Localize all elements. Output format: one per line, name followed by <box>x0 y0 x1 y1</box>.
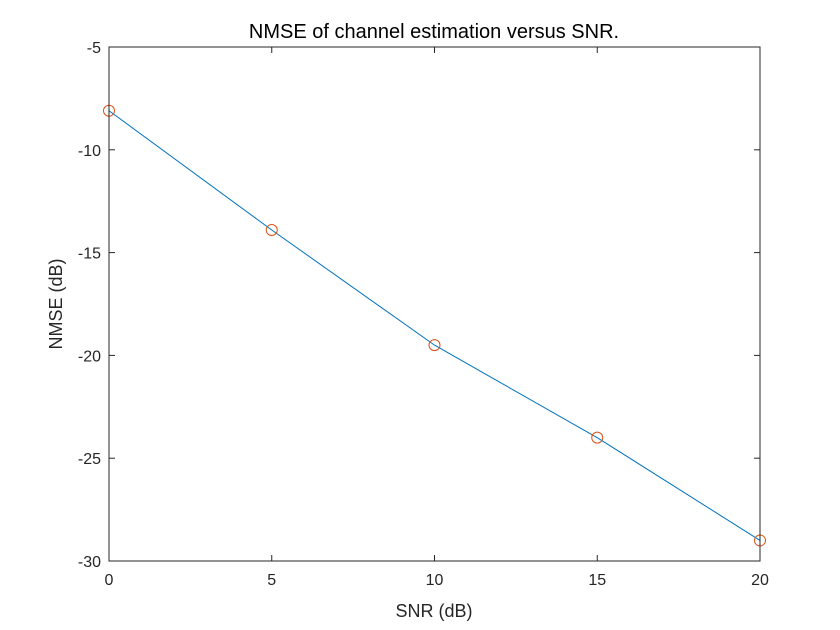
y-axis-label: NMSE (dB) <box>46 258 66 349</box>
data-point-marker <box>428 339 441 352</box>
series-line-1 <box>108 110 761 541</box>
x-tick-label: 20 <box>751 572 769 589</box>
x-tick-label: 5 <box>267 572 276 589</box>
y-tick-label: -20 <box>78 348 101 365</box>
data-point-marker <box>265 223 278 236</box>
x-tick-label: 0 <box>105 572 114 589</box>
chart-title: NMSE of channel estimation versus SNR. <box>249 21 619 43</box>
data-point-marker <box>591 431 604 444</box>
y-tick-label: -15 <box>78 246 101 263</box>
y-tick-label: -10 <box>78 143 101 160</box>
x-tick-label: 10 <box>426 572 444 589</box>
x-axis-label: SNR (dB) <box>395 601 472 621</box>
y-tick-label: -30 <box>78 554 101 571</box>
tick-layer: 0 5 10 15 20 -5 -10 -15 -20 -25 -30 <box>78 40 769 589</box>
y-tick-label: -25 <box>78 451 101 468</box>
y-tick-label: -5 <box>87 40 101 57</box>
x-tick-label: 15 <box>588 572 606 589</box>
plot-area <box>109 47 760 561</box>
